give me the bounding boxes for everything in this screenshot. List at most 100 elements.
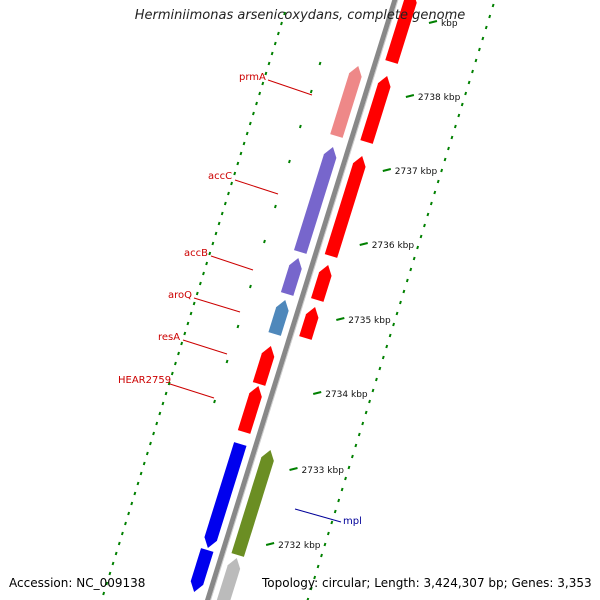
gc-skew-tick-outer <box>467 80 471 85</box>
feature-aroQ-arrow <box>268 300 289 336</box>
gc-skew-tick-outer <box>436 179 440 184</box>
gc-skew-tick-inner <box>130 501 134 506</box>
gc-skew-dash <box>288 159 291 164</box>
gc-skew-tick-outer <box>385 344 389 349</box>
gc-skew-tick-inner <box>220 211 224 216</box>
gc-skew-dash <box>273 204 277 209</box>
gc-skew-tick-outer <box>429 201 433 206</box>
gc-skew-tick-outer <box>453 124 457 129</box>
gc-skew-tick-outer <box>375 377 378 382</box>
gene-leader-line <box>210 255 254 271</box>
backbone-highlight <box>210 0 399 600</box>
gc-skew-tick-inner <box>264 71 268 76</box>
scale-label: 2737 kbp <box>395 167 438 177</box>
gc-skew-tick-inner <box>183 331 187 336</box>
feature-cds-arrow <box>360 76 391 144</box>
gc-skew-tick-inner <box>152 431 156 436</box>
gc-skew-dash <box>298 124 302 129</box>
scale-label: 2735 kbp <box>348 316 391 326</box>
gc-skew-tick-inner <box>239 151 243 156</box>
feature-accB-arrow <box>280 258 302 296</box>
gc-skew-tick-inner <box>149 441 152 446</box>
gc-skew-tick-inner <box>102 591 106 596</box>
gc-skew-tick-inner <box>161 401 165 406</box>
gc-skew-tick-inner <box>261 81 265 86</box>
gc-skew-tick-inner <box>230 181 234 186</box>
gc-skew-tick-outer <box>368 399 371 404</box>
gc-skew-tick-inner <box>205 261 209 266</box>
scale-label: 2733 kbp <box>302 466 345 476</box>
gc-skew-tick-inner <box>217 221 221 226</box>
gc-skew-tick-inner <box>233 171 237 176</box>
gc-skew-tick-inner <box>155 421 159 426</box>
gc-skew-tick-inner <box>267 61 271 66</box>
feature-accC-arrow <box>294 147 337 254</box>
gc-skew-tick-inner <box>236 161 240 166</box>
gc-skew-tick-outer <box>402 289 406 294</box>
gc-skew-tick-outer <box>371 388 375 393</box>
gc-skew-tick-outer <box>395 311 399 316</box>
gc-skew-tick-inner <box>114 551 118 556</box>
feature-resA-arrow <box>252 346 275 386</box>
gc-skew-dash <box>309 89 313 94</box>
gc-skew-tick-inner <box>105 581 109 586</box>
scale-tick <box>289 467 298 471</box>
scale-tick <box>359 242 368 246</box>
scale-tick <box>312 391 322 395</box>
gc-skew-dash <box>263 239 266 244</box>
gc-skew-tick-outer <box>416 245 420 250</box>
gc-skew-tick-outer <box>350 454 354 459</box>
scale-tick <box>336 317 345 321</box>
gc-skew-tick-inner <box>186 321 190 326</box>
gc-skew-tick-inner <box>117 541 121 546</box>
gc-skew-tick-inner <box>180 341 184 346</box>
gc-skew-tick-outer <box>433 190 437 195</box>
gene-leader-line <box>193 297 241 313</box>
gc-skew-tick-outer <box>443 157 447 162</box>
gc-skew-tick-inner <box>227 191 230 196</box>
gc-skew-tick-inner <box>195 291 199 296</box>
gc-skew-tick-outer <box>378 366 382 371</box>
features <box>190 0 417 600</box>
gc-skew-tick-inner <box>120 531 124 536</box>
scale-tick <box>265 542 275 546</box>
gc-skew-tick-inner <box>198 281 202 286</box>
scale-label: kbp <box>441 19 458 29</box>
gene-label-aroQ: aroQ <box>168 290 192 301</box>
accession-text: Accession: NC_009138 <box>9 576 146 590</box>
gene-label-mpl: mpl <box>343 516 362 527</box>
gc-skew-tick-outer <box>330 520 334 525</box>
scale-label: 2732 kbp <box>278 541 321 551</box>
gc-skew-tick-inner <box>211 241 215 246</box>
gc-skew-tick-outer <box>333 509 337 514</box>
gc-skew-tick-inner <box>127 511 131 516</box>
gc-skew-dash <box>236 324 240 329</box>
gc-skew-tick-outer <box>316 564 320 569</box>
gc-skew-ticks <box>102 3 495 600</box>
gc-skew-tick-inner <box>108 571 112 576</box>
gc-skew-tick-outer <box>313 575 317 580</box>
gene-leader-line <box>169 383 215 399</box>
gc-skew-tick-inner <box>142 461 146 466</box>
gc-skew-tick-outer <box>419 234 423 239</box>
gc-skew-tick-inner <box>124 521 127 526</box>
gc-skew-tick-inner <box>202 271 205 276</box>
gc-skew-tick-inner <box>167 381 171 386</box>
gc-skew-tick-outer <box>326 531 330 536</box>
gc-skew-tick-inner <box>223 201 227 206</box>
gene-leader-line <box>294 508 342 523</box>
gc-skew-tick-inner <box>273 41 277 46</box>
feature-grey-arrow <box>216 558 241 600</box>
gc-skew-tick-inner <box>283 11 287 16</box>
gc-skew-tick-outer <box>309 586 313 591</box>
gene-leader-line <box>267 79 313 96</box>
gc-skew-tick-inner <box>255 101 258 106</box>
gc-skew-tick-outer <box>412 256 416 261</box>
feature-cds-arrow <box>299 307 319 340</box>
gc-skew-tick-inner <box>136 481 140 486</box>
gc-skew-tick-outer <box>337 498 341 503</box>
gc-skew-tick-inner <box>258 91 262 96</box>
gc-skew-dash <box>249 284 252 289</box>
gc-skew-tick-outer <box>484 25 488 30</box>
